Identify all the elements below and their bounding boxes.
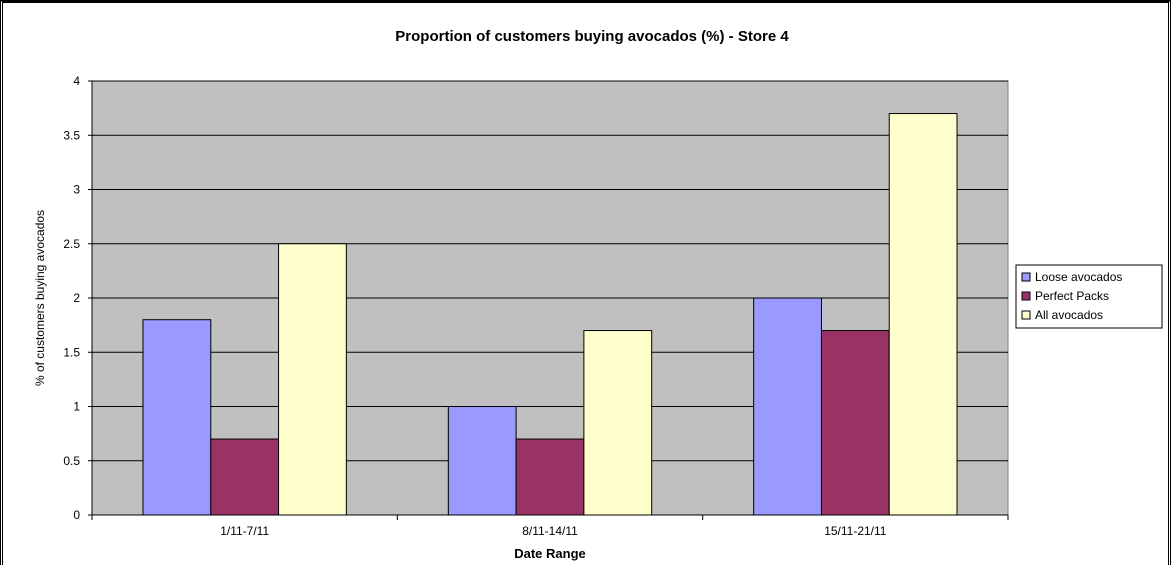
- bar-loose-avocados-1: [447, 406, 517, 516]
- bar-all-avocados-1: [583, 330, 653, 516]
- legend-swatch: [1021, 272, 1031, 282]
- x-axis: 1/11-7/11 8/11-14/11 15/11-21/11: [91, 514, 1009, 538]
- y-tick-label: 0: [73, 508, 80, 522]
- x-tick-label: 15/11-21/11: [824, 524, 887, 538]
- bar-loose-avocados-0: [142, 319, 212, 516]
- y-tick-label: 4: [73, 74, 80, 88]
- bar-perfect-packs-0: [210, 438, 280, 516]
- bar-perfect-packs-2: [820, 330, 890, 516]
- legend-box: [1015, 264, 1163, 329]
- y-tick-label: 3.5: [63, 128, 80, 142]
- y-tick-label: 1.5: [63, 345, 80, 359]
- y-tick-label: 0.5: [63, 454, 80, 468]
- y-tick-label: 3: [73, 183, 80, 197]
- y-tick-label: 1: [73, 400, 80, 414]
- bar-all-avocados-2: [888, 113, 958, 516]
- y-axis-title: % of customers buying avocados: [33, 210, 47, 386]
- legend: Loose avocados Perfect Packs All avocados: [1015, 264, 1163, 329]
- bar-chart: Proportion of customers buying avocados …: [33, 28, 1163, 561]
- y-tick-label: 2.5: [63, 237, 80, 251]
- bars: [142, 113, 958, 516]
- x-tick-label: 1/11-7/11: [220, 524, 269, 538]
- chart-title: Proportion of customers buying avocados …: [395, 28, 789, 45]
- legend-swatch: [1021, 310, 1031, 320]
- bar-loose-avocados-2: [753, 297, 822, 516]
- legend-label: Perfect Packs: [1035, 289, 1109, 303]
- legend-label: All avocados: [1035, 308, 1103, 322]
- y-tick-label: 2: [73, 291, 80, 305]
- bar-all-avocados-0: [278, 243, 347, 516]
- legend-label: Loose avocados: [1035, 270, 1122, 284]
- y-axis-ticks: 0 0.5 1 1.5 2 2.5 3 3.5 4: [63, 74, 93, 522]
- legend-swatch: [1021, 291, 1031, 301]
- x-axis-title: Date Range: [514, 546, 586, 561]
- bar-perfect-packs-1: [515, 438, 585, 516]
- x-tick-label: 8/11-14/11: [522, 524, 578, 538]
